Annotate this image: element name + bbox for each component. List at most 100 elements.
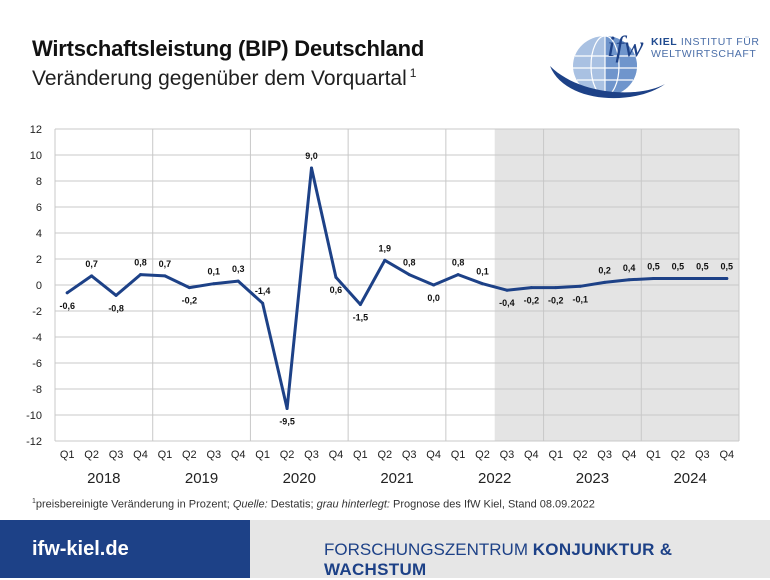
data-point: [627, 278, 631, 282]
x-tick-label: Q1: [646, 449, 661, 461]
data-label: 0,5: [647, 262, 660, 272]
data-label: 0,5: [696, 262, 709, 272]
data-label: -9,5: [279, 417, 295, 427]
data-label: -0,6: [59, 301, 75, 311]
year-label: 2021: [380, 470, 413, 487]
x-tick-label: Q4: [426, 449, 441, 461]
x-tick-label: Q3: [206, 449, 221, 461]
data-label: 0,8: [134, 258, 147, 268]
globe-icon: ifw: [550, 30, 665, 99]
data-point: [456, 273, 460, 277]
y-tick-label: 8: [36, 176, 42, 188]
data-label: 0,8: [403, 258, 416, 268]
x-tick-label: Q3: [500, 449, 515, 461]
data-label: -0,2: [182, 296, 198, 306]
data-point: [358, 303, 362, 306]
data-label: 0,6: [330, 285, 343, 295]
data-point: [65, 291, 69, 295]
data-label: 0,2: [598, 265, 611, 275]
x-tick-label: Q4: [329, 449, 344, 461]
footnote-shaded-value: Prognose des IfW Kiel, Stand 08.09.2022: [389, 498, 595, 511]
page-subtitle: Veränderung gegenüber dem Vorquartal 1: [32, 66, 416, 91]
year-label: 2023: [576, 470, 609, 487]
year-label: 2020: [283, 470, 316, 487]
data-label: 0,5: [672, 262, 685, 272]
x-tick-label: Q4: [133, 449, 148, 461]
page-title: Wirtschaftsleistung (BIP) Deutschland: [32, 36, 425, 61]
data-point: [163, 274, 167, 278]
data-point: [236, 279, 240, 283]
x-tick-label: Q1: [158, 449, 173, 461]
data-point: [90, 274, 94, 278]
data-label: -0,8: [108, 303, 124, 313]
footnote-shaded-label: grau hinterlegt:: [316, 498, 390, 511]
footer-site-link[interactable]: ifw-kiel.de: [32, 538, 129, 560]
x-tick-label: Q2: [671, 449, 686, 461]
y-tick-label: 0: [36, 280, 42, 292]
footer-research-center: FORSCHUNGSZENTRUM KONJUNKTUR & WACHSTUM: [324, 540, 770, 580]
x-tick-label: Q2: [182, 449, 197, 461]
x-tick-label: Q2: [280, 449, 295, 461]
data-point: [334, 275, 338, 279]
data-point: [114, 293, 118, 297]
year-label: 2022: [478, 470, 511, 487]
x-tick-label: Q1: [255, 449, 270, 461]
x-tick-label: Q3: [695, 449, 710, 461]
data-label: 0,4: [623, 263, 636, 273]
y-tick-label: -12: [26, 436, 42, 448]
x-tick-label: Q1: [60, 449, 75, 461]
subtitle-text: Veränderung gegenüber dem Vorquartal: [32, 67, 407, 90]
year-label: 2024: [673, 470, 706, 487]
logo-kiel: KIEL: [651, 36, 678, 48]
data-point: [407, 273, 411, 277]
y-tick-label: -8: [32, 384, 42, 396]
y-tick-label: 4: [36, 228, 42, 240]
data-point: [383, 258, 387, 262]
year-label: 2018: [87, 470, 120, 487]
x-tick-label: Q4: [719, 449, 734, 461]
footer-center-light: FORSCHUNGSZENTRUM: [324, 540, 533, 559]
data-point: [139, 273, 142, 277]
data-label: -0,1: [572, 294, 588, 304]
y-tick-label: -10: [26, 410, 42, 422]
footnote-quelle-value: Destatis;: [267, 498, 317, 511]
footnote-text-1: preisbereinigte Veränderung in Prozent;: [35, 498, 233, 511]
data-point: [676, 277, 680, 280]
data-point: [432, 283, 436, 287]
data-label: 1,9: [379, 243, 392, 253]
data-label: -0,4: [499, 298, 515, 308]
x-tick-label: Q1: [451, 449, 466, 461]
data-point: [261, 301, 265, 305]
data-point: [187, 286, 191, 290]
y-tick-label: -2: [32, 306, 42, 318]
data-label: 0,1: [476, 267, 489, 277]
footnote-mark: 1: [32, 498, 36, 505]
y-tick-label: 12: [30, 124, 42, 136]
data-label: 0,7: [85, 259, 98, 269]
x-tick-label: Q2: [573, 449, 588, 461]
data-label: 0,3: [232, 264, 245, 274]
x-tick-label: Q3: [109, 449, 124, 461]
data-point: [212, 282, 216, 286]
data-point: [554, 286, 558, 290]
x-tick-label: Q4: [622, 449, 637, 461]
logo-institut: INSTITUT FÜR: [677, 36, 760, 48]
data-label: 0,1: [208, 267, 221, 277]
data-label: -0,2: [524, 296, 540, 306]
data-label: -0,2: [548, 296, 564, 306]
x-tick-label: Q1: [548, 449, 563, 461]
footnote: 1preisbereinigte Veränderung in Prozent;…: [32, 498, 595, 511]
data-point: [310, 166, 313, 170]
data-label: 0,5: [721, 262, 734, 272]
data-point: [700, 277, 704, 280]
footnote-quelle-label: Quelle:: [232, 498, 268, 511]
subtitle-footnote-mark: 1: [409, 66, 417, 80]
data-point: [285, 407, 289, 410]
data-point: [725, 277, 729, 280]
y-tick-label: -6: [32, 358, 42, 370]
logo-mark: ifw: [607, 30, 644, 63]
x-tick-label: Q1: [353, 449, 368, 461]
gdp-series-line: [65, 166, 729, 410]
data-label: 0,7: [159, 259, 172, 269]
footer-center-bold: KONJUNKTUR & WACHSTUM: [324, 540, 673, 579]
